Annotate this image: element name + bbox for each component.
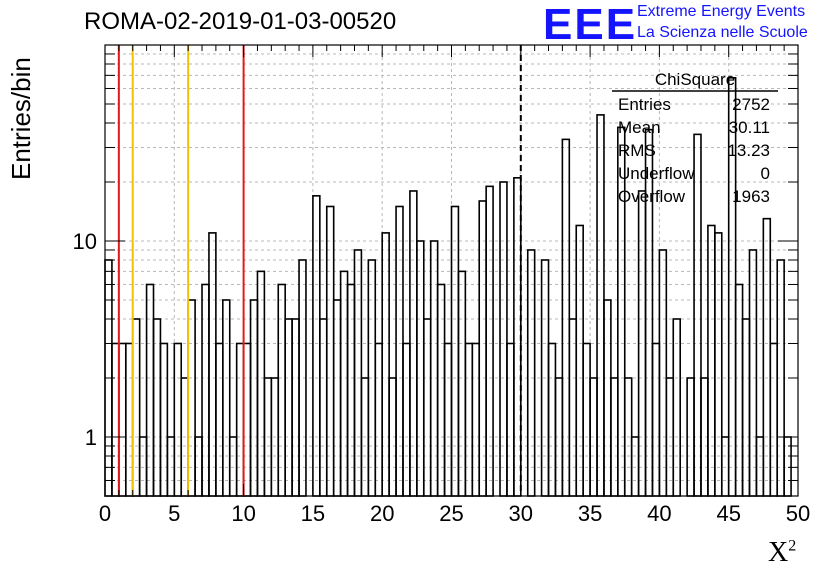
histogram-bar bbox=[714, 232, 723, 497]
histogram-bar bbox=[513, 177, 522, 497]
histogram-bar bbox=[118, 342, 127, 497]
histogram-bar bbox=[526, 249, 536, 497]
histogram-bar bbox=[152, 318, 162, 497]
histogram-bar bbox=[402, 342, 411, 497]
histogram-bar bbox=[575, 224, 584, 497]
histogram-bar bbox=[284, 318, 293, 497]
histogram-bar bbox=[319, 318, 328, 497]
histogram-bar bbox=[651, 342, 661, 497]
x-axis-label: X2 bbox=[768, 537, 797, 568]
x-tick-label: 50 bbox=[786, 501, 810, 526]
histogram-bar bbox=[769, 342, 779, 497]
histogram-bar bbox=[464, 342, 474, 497]
y-tick-label: 1 bbox=[85, 425, 97, 450]
stats-row-value: 1963 bbox=[732, 187, 770, 206]
histogram-bar bbox=[381, 232, 390, 497]
histogram-bar bbox=[658, 249, 668, 497]
stats-box-title: ChiSquare bbox=[655, 70, 735, 89]
x-tick-label: 20 bbox=[370, 501, 394, 526]
x-tick-label: 15 bbox=[301, 501, 325, 526]
histogram-bar bbox=[741, 318, 751, 497]
histogram-bar bbox=[416, 240, 425, 497]
histogram-bar bbox=[561, 138, 571, 497]
histogram-bar bbox=[506, 342, 515, 497]
histogram-bar bbox=[145, 283, 155, 497]
histogram-bar bbox=[748, 249, 758, 497]
eee-logo: EEE bbox=[543, 0, 638, 49]
stats-row-label: Overflow bbox=[618, 187, 686, 206]
histogram-bar bbox=[672, 318, 681, 497]
histogram-bar bbox=[235, 342, 245, 497]
histogram-bar bbox=[568, 318, 578, 497]
histogram-bar bbox=[249, 299, 259, 497]
histogram-bar bbox=[734, 283, 744, 497]
x-tick-label: 5 bbox=[168, 501, 180, 526]
histogram-bar bbox=[547, 342, 557, 497]
histogram-bar bbox=[215, 342, 224, 497]
histogram-bar bbox=[201, 283, 210, 497]
histogram-bar bbox=[353, 249, 363, 497]
histogram-bar bbox=[596, 114, 605, 497]
histogram-bar bbox=[187, 299, 196, 497]
histogram-bar bbox=[256, 270, 266, 497]
logo-line-2: La Scienza nelle Scuole bbox=[637, 24, 808, 41]
x-tick-label: 0 bbox=[99, 501, 111, 526]
histogram-bar bbox=[339, 270, 349, 497]
histogram-bar bbox=[707, 224, 716, 497]
histogram-bar bbox=[443, 342, 453, 497]
histogram-bar bbox=[603, 299, 612, 497]
histogram-bar bbox=[582, 342, 591, 497]
histogram-bar bbox=[131, 318, 141, 497]
histogram-bar bbox=[499, 181, 508, 497]
y-tick-label: 10 bbox=[73, 229, 97, 254]
histogram-bar bbox=[242, 342, 252, 497]
stats-row-value: 0 bbox=[761, 164, 770, 183]
x-tick-label: 40 bbox=[647, 501, 671, 526]
histogram-bar bbox=[173, 342, 183, 497]
histogram-bar bbox=[644, 128, 654, 497]
x-tick-label: 10 bbox=[231, 501, 255, 526]
chart-title: ROMA-02-2019-01-03-00520 bbox=[84, 8, 397, 35]
histogram-bar bbox=[332, 299, 342, 497]
histogram-bar bbox=[346, 283, 356, 497]
histogram-bar bbox=[436, 283, 446, 497]
histogram-bar bbox=[208, 232, 217, 497]
stats-row-label: Mean bbox=[618, 118, 661, 137]
x-tick-label: 30 bbox=[509, 501, 533, 526]
stats-row-label: Entries bbox=[618, 95, 671, 114]
histogram-bar bbox=[485, 185, 494, 497]
histogram-bar bbox=[222, 299, 231, 497]
x-tick-label: 45 bbox=[716, 501, 740, 526]
histogram-bar bbox=[124, 342, 134, 497]
stats-row-value: 2752 bbox=[732, 95, 770, 114]
histogram-bar bbox=[291, 318, 300, 497]
histogram-bar bbox=[471, 342, 481, 497]
stats-row-label: RMS bbox=[618, 141, 656, 160]
logo-line-1: Extreme Energy Events bbox=[637, 3, 806, 20]
histogram-bar bbox=[111, 342, 120, 497]
x-tick-label: 25 bbox=[439, 501, 463, 526]
histogram-bar bbox=[277, 283, 286, 497]
stats-row-value: 30.11 bbox=[729, 118, 770, 137]
histogram-bar bbox=[374, 342, 383, 497]
stats-row-label: Underflow bbox=[618, 164, 695, 183]
histogram-bar bbox=[422, 318, 432, 497]
histogram-bar bbox=[159, 342, 169, 497]
histogram-bar bbox=[429, 240, 439, 497]
histogram-bar bbox=[457, 270, 467, 497]
histogram-bar bbox=[478, 200, 487, 497]
stats-row-value: 13.23 bbox=[727, 141, 770, 160]
x-tick-label: 35 bbox=[578, 501, 602, 526]
histogram-bar bbox=[693, 133, 702, 497]
